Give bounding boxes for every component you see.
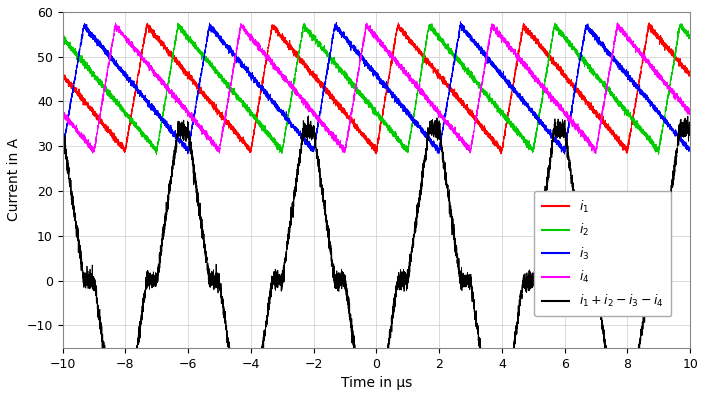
X-axis label: Time in µs: Time in µs [341,376,412,390]
Y-axis label: Current in A: Current in A [7,138,21,222]
Legend: $i_1$, $i_2$, $i_3$, $i_4$, $i_1+i_2-i_3-i_4$: $i_1$, $i_2$, $i_3$, $i_4$, $i_1+i_2-i_3… [534,191,671,316]
